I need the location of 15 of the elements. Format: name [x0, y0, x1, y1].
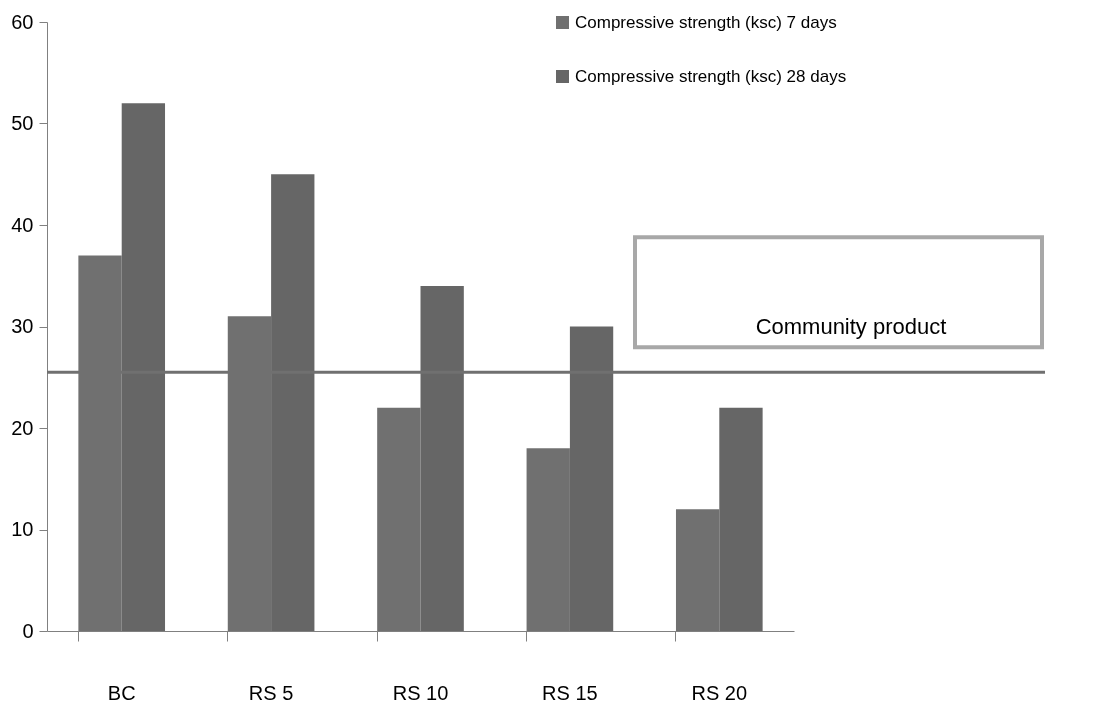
y-tick-label: 50	[11, 112, 34, 134]
y-tick-label: 40	[11, 213, 34, 236]
y-tick-label: 60	[11, 10, 34, 33]
x-tick-label: RS 5	[248, 681, 294, 701]
x-tick-label: RS 20	[691, 681, 748, 701]
y-tick-label: 20	[11, 416, 34, 439]
y-tick-label: 10	[11, 518, 34, 540]
x-tick-label: RS 15	[542, 681, 598, 701]
legend-label: Compressive strength (ksc) 7 days	[575, 12, 837, 32]
y-tick-label: 0	[22, 619, 34, 642]
y-tick-label: 30	[11, 315, 34, 337]
legend-label: Compressive strength (ksc) 28 days	[575, 66, 847, 86]
x-tick-label: BC	[107, 681, 136, 701]
x-tick-label: RS 10	[392, 681, 449, 701]
ref-line-label: Community product	[755, 314, 947, 340]
